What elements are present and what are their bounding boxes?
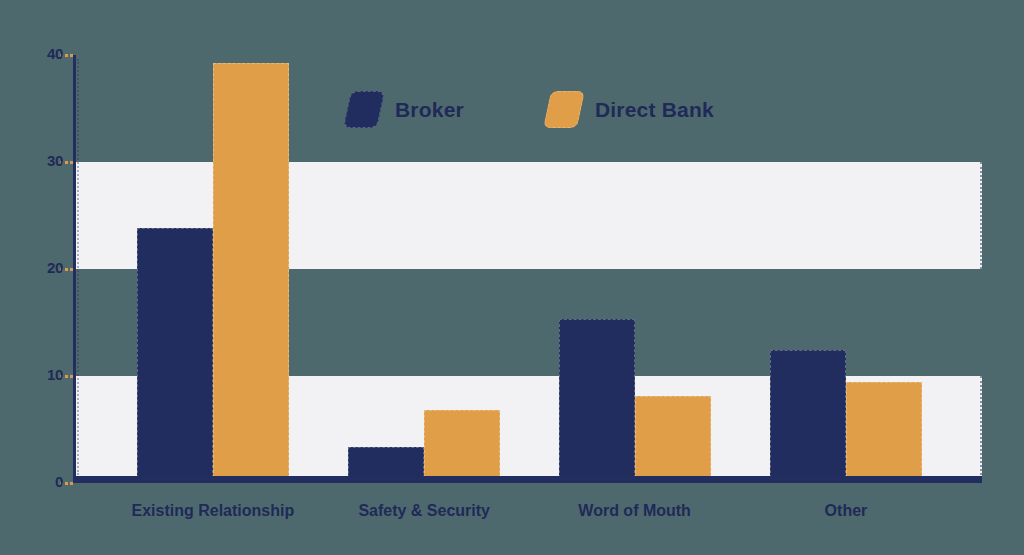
legend-swatch-broker: [343, 91, 385, 128]
bar-chart-canvas: Broker Direct Bank 0 10 20 30 40 Existing Rela…: [0, 0, 1024, 555]
y-axis-label-0: 0: [17, 473, 63, 490]
y-axis-minor-ticks: [77, 59, 79, 475]
legend-item-broker: Broker: [347, 91, 464, 128]
bar-direct-bank-other: [846, 382, 922, 483]
legend: Broker Direct Bank: [347, 91, 714, 128]
bar-broker-other: [770, 350, 846, 483]
y-axis-label-40: 40: [17, 45, 63, 62]
y-axis-label-20: 20: [17, 259, 63, 276]
bar-direct-bank-existing-relationship: [213, 63, 289, 484]
bar-broker-existing-relationship: [137, 228, 213, 483]
legend-label-direct-bank: Direct Bank: [595, 98, 714, 122]
bar-direct-bank-word-of-mouth: [635, 396, 711, 483]
x-axis-line: [75, 476, 982, 483]
y-axis-label-30: 30: [17, 152, 63, 169]
x-axis-label-existing-relationship: Existing Relationship: [132, 502, 295, 520]
y-axis-line: [73, 55, 76, 483]
y-axis-label-10: 10: [17, 366, 63, 383]
legend-item-direct-bank: Direct Bank: [547, 91, 714, 128]
legend-swatch-direct-bank: [543, 91, 585, 128]
bar-broker-word-of-mouth: [559, 319, 635, 483]
bar-direct-bank-safety-security: [424, 410, 500, 483]
x-axis-label-other: Other: [825, 502, 868, 520]
legend-label-broker: Broker: [395, 98, 464, 122]
x-axis-label-word-of-mouth: Word of Mouth: [578, 502, 691, 520]
x-axis-label-safety-security: Safety & Security: [358, 502, 490, 520]
